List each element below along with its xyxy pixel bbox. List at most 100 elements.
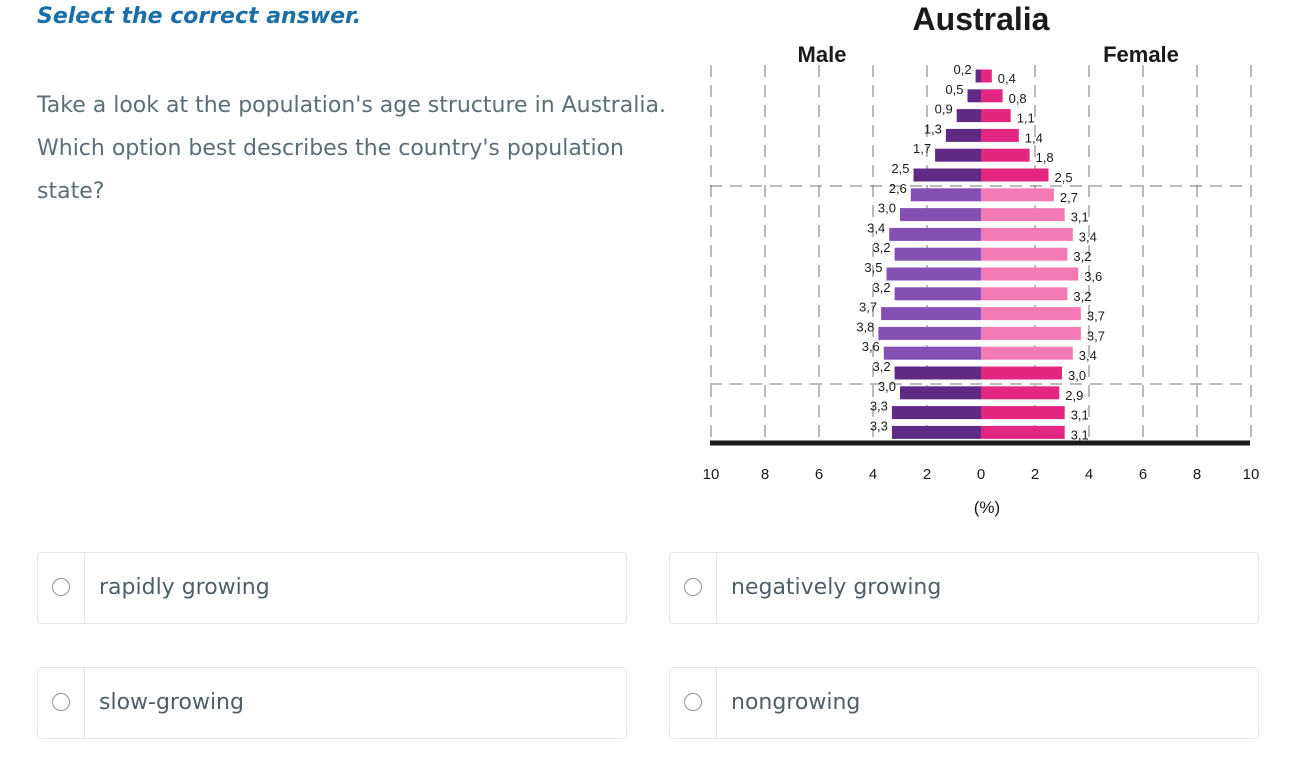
bar-female (981, 307, 1081, 321)
bar-female (981, 208, 1065, 222)
data-label-female: 3,4 (1079, 348, 1097, 363)
bar-female (981, 109, 1011, 123)
data-label-female: 0,8 (1009, 91, 1027, 106)
bar-male (891, 425, 981, 439)
data-label-male: 3,0 (878, 201, 896, 216)
bar-male (900, 386, 981, 400)
data-label-male: 3,8 (856, 319, 874, 334)
bar-female (981, 287, 1068, 301)
bar-female (981, 148, 1030, 162)
option-label: slow-growing (99, 690, 244, 715)
radio-button[interactable] (684, 578, 702, 596)
data-label-male: 3,5 (864, 260, 882, 275)
data-label-male: 3,2 (873, 280, 891, 295)
data-label-male: 3,3 (870, 399, 888, 414)
data-label-male: 1,3 (924, 121, 942, 136)
radio-cell (670, 668, 717, 738)
option-rapidly-growing[interactable]: rapidly growing (37, 552, 627, 624)
data-label-male: 2,5 (891, 161, 909, 176)
data-label-female: 1,4 (1025, 130, 1043, 145)
bar-female (981, 188, 1054, 202)
bar-male (975, 69, 981, 83)
data-label-female: 3,6 (1084, 269, 1102, 284)
bar-female (981, 425, 1065, 439)
data-label-female: 1,1 (1017, 111, 1035, 126)
data-label-female: 3,1 (1071, 210, 1089, 225)
data-label-female: 3,7 (1087, 328, 1105, 343)
bar-male (910, 188, 981, 202)
bar-female (981, 386, 1060, 400)
x-tick-label: 10 (1243, 466, 1260, 483)
data-label-male: 3,2 (873, 359, 891, 374)
data-label-female: 3,2 (1073, 249, 1091, 264)
option-label: negatively growing (731, 575, 942, 600)
bar-female (981, 128, 1019, 142)
radio-button[interactable] (52, 693, 70, 711)
bar-female (981, 346, 1073, 360)
data-label-male: 3,6 (862, 339, 880, 354)
data-label-male: 1,7 (913, 141, 931, 156)
female-heading: Female (1103, 42, 1179, 67)
x-tick-label: 2 (923, 466, 931, 483)
data-label-female: 2,7 (1060, 190, 1078, 205)
data-label-male: 2,6 (889, 181, 907, 196)
bar-male (881, 307, 981, 321)
data-label-male: 0,2 (954, 62, 972, 77)
data-label-male: 3,2 (873, 240, 891, 255)
data-label-female: 0,4 (998, 71, 1016, 86)
bar-male (878, 326, 981, 340)
data-label-male: 3,4 (867, 220, 885, 235)
data-label-female: 3,2 (1073, 289, 1091, 304)
data-label-male: 0,5 (945, 82, 963, 97)
bar-female (981, 168, 1049, 182)
bar-male (889, 227, 981, 241)
bar-male (967, 89, 981, 103)
bar-female (981, 227, 1073, 241)
bar-female (981, 366, 1062, 380)
x-axis-label: (%) (974, 498, 1000, 517)
radio-cell (38, 668, 85, 738)
population-pyramid-chart: 0,20,40,50,80,91,11,31,41,71,82,52,52,62… (703, 1, 1260, 517)
option-negatively-growing[interactable]: negatively growing (669, 552, 1259, 624)
data-label-female: 3,7 (1087, 309, 1105, 324)
radio-cell (670, 553, 717, 623)
bar-male (913, 168, 981, 182)
x-tick-label: 0 (977, 466, 985, 483)
x-tick-label: 4 (869, 466, 877, 483)
data-label-female: 3,1 (1071, 408, 1089, 423)
radio-button[interactable] (52, 578, 70, 596)
option-label: nongrowing (731, 690, 861, 715)
data-label-male: 3,0 (878, 379, 896, 394)
data-label-female: 2,5 (1055, 170, 1073, 185)
data-label-female: 2,9 (1065, 388, 1083, 403)
data-label-female: 3,4 (1079, 229, 1097, 244)
bar-male (894, 366, 981, 380)
bar-female (981, 247, 1068, 261)
x-tick-label: 6 (815, 466, 823, 483)
option-slow-growing[interactable]: slow-growing (37, 667, 627, 739)
bar-female (981, 267, 1079, 281)
x-tick-label: 2 (1031, 466, 1039, 483)
bar-male (956, 109, 981, 123)
question-text: Take a look at the population's age stru… (37, 93, 666, 204)
x-tick-label: 8 (761, 466, 769, 483)
bar-male (883, 346, 981, 360)
option-label: rapidly growing (99, 575, 270, 600)
data-label-male: 0,9 (935, 102, 953, 117)
male-heading: Male (798, 42, 847, 67)
bar-female (981, 406, 1065, 420)
data-label-male: 3,7 (859, 300, 877, 315)
x-tick-label: 8 (1193, 466, 1201, 483)
instruction-text: Select the correct answer. (37, 4, 362, 29)
option-nongrowing[interactable]: nongrowing (669, 667, 1259, 739)
bar-male (891, 406, 981, 420)
x-tick-label: 6 (1139, 466, 1147, 483)
data-label-male: 3,3 (870, 418, 888, 433)
bar-male (935, 148, 981, 162)
bar-male (894, 287, 981, 301)
radio-cell (38, 553, 85, 623)
radio-button[interactable] (684, 693, 702, 711)
data-label-female: 3,1 (1071, 427, 1089, 442)
bar-male (886, 267, 981, 281)
bar-male (900, 208, 981, 222)
